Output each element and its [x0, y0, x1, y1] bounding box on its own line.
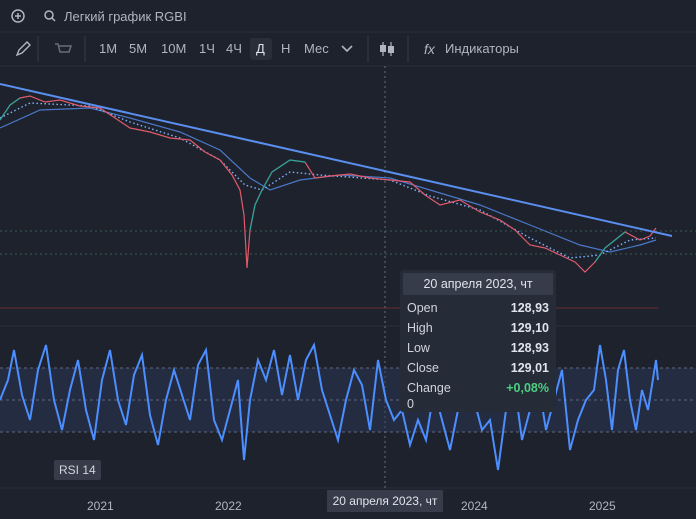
- tooltip-value: 129,10: [510, 321, 549, 335]
- tooltip-label: 0: [407, 397, 414, 411]
- interval-button[interactable]: 4Ч: [226, 41, 242, 56]
- tooltip-row: Open 128,93: [407, 298, 549, 318]
- search-icon: [51, 17, 56, 22]
- add-icon-plus: [15, 13, 21, 19]
- crosshair-label: 20 апреля 2023, чт: [327, 490, 443, 512]
- ma-slow: [0, 107, 657, 253]
- interval-button[interactable]: Мес: [304, 41, 329, 56]
- interval-highlight: [250, 38, 272, 60]
- cart-icon[interactable]: [55, 43, 73, 53]
- interval-button[interactable]: Д: [256, 41, 265, 56]
- tooltip-value: 128,93: [510, 341, 549, 355]
- rsi-label: RSI 14: [54, 460, 101, 480]
- tooltip-label: Change: [407, 381, 451, 395]
- tooltip-value: 128,93: [510, 301, 549, 315]
- price-up: [249, 159, 306, 231]
- tooltip-date: 20 апреля 2023, чт: [403, 273, 553, 295]
- tooltip-label: High: [407, 321, 433, 335]
- price: [0, 95, 657, 273]
- search-text: Легкий график RGBI: [64, 9, 187, 24]
- interval-button[interactable]: Н: [281, 41, 291, 56]
- candle-icon: [388, 46, 394, 53]
- add-icon[interactable]: [11, 9, 25, 23]
- candle-icon: [380, 45, 386, 52]
- price-up: [0, 97, 21, 121]
- interval-button[interactable]: 1Ч: [199, 41, 215, 56]
- x-axis-label: 2022: [215, 499, 242, 513]
- tooltip: 20 апреля 2023, чт Open 128,93 High 129,10 L…: [400, 270, 556, 412]
- more-icon[interactable]: [341, 45, 353, 53]
- indicators-button[interactable]: Индикаторы: [445, 41, 519, 56]
- interval-button[interactable]: 10M: [161, 41, 187, 56]
- tooltip-value: 129,01: [510, 361, 549, 375]
- interval-button[interactable]: 5M: [129, 41, 148, 56]
- tooltip-row: High 129,10: [407, 318, 549, 338]
- tooltip-label: Low: [407, 341, 430, 355]
- rsi-line: [0, 341, 659, 471]
- tooltip-row: Change +0,08%: [407, 378, 549, 398]
- tooltip-label: Open: [407, 301, 438, 315]
- interval-button[interactable]: 1M: [99, 41, 118, 56]
- ma-fast: [0, 102, 657, 259]
- x-axis-label: 2025: [589, 499, 616, 513]
- tooltip-row: 0: [407, 394, 549, 414]
- x-axis-label: 2024: [461, 499, 488, 513]
- tooltip-row: Close 129,01: [407, 358, 549, 378]
- search-field[interactable]: Легкий график RGBI: [40, 9, 187, 24]
- tooltip-label: Close: [407, 361, 439, 375]
- fx-icon: fx: [424, 41, 436, 57]
- price-up: [594, 231, 626, 263]
- search-icon: [44, 10, 54, 20]
- draw-icon[interactable]: [15, 41, 31, 57]
- tooltip-row: Low 128,93: [407, 338, 549, 358]
- trend-line: [0, 83, 673, 237]
- tooltip-value: +0,08%: [506, 381, 549, 395]
- x-axis-label: 2021: [87, 499, 114, 513]
